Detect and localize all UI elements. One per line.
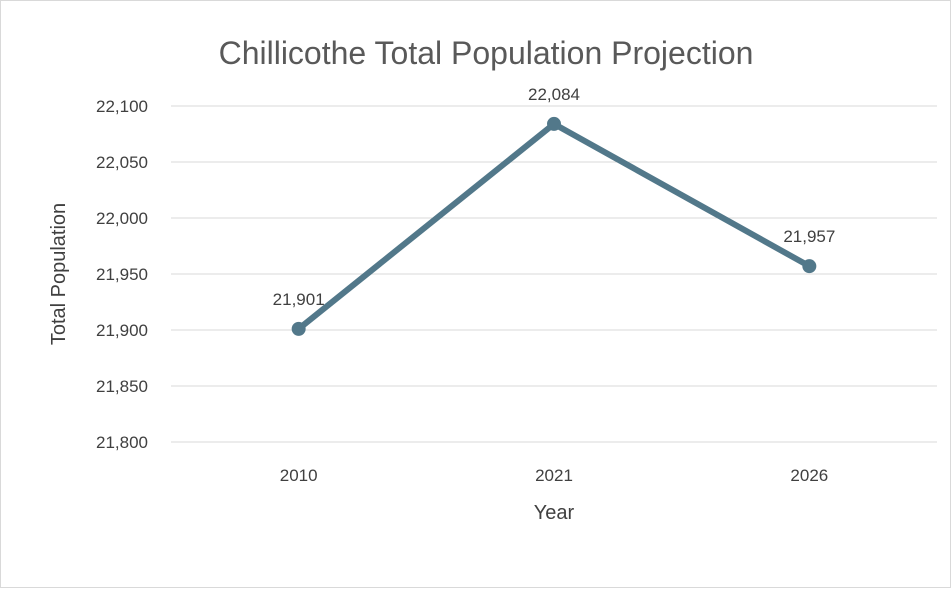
y-gridlines: [171, 105, 937, 443]
series-group: 21,901 22,084 21,957: [273, 85, 835, 336]
x-tick-label: 2021: [535, 466, 573, 485]
x-tick-label: 2026: [790, 466, 828, 485]
x-tick-label: 2010: [280, 466, 318, 485]
x-tick-labels: 2010 2021 2026: [280, 466, 828, 485]
data-label: 22,084: [528, 85, 580, 104]
data-point: [291, 321, 306, 336]
y-tick-labels: 21,800 21,850 21,900 21,950 22,000 22,050 22,1…: [96, 97, 148, 452]
chart-title: Chillicothe Total Population Projection: [219, 35, 754, 71]
data-point: [547, 116, 561, 131]
data-label: 21,957: [783, 227, 835, 246]
y-tick-label: 21,900: [96, 321, 148, 340]
x-axis-title: Year: [534, 502, 575, 524]
y-tick-label: 22,050: [96, 153, 148, 172]
series-line: [295, 120, 813, 332]
y-tick-label: 22,000: [96, 209, 148, 228]
data-point: [802, 259, 817, 274]
y-tick-label: 21,800: [96, 433, 148, 452]
y-tick-label: 21,950: [96, 265, 148, 284]
y-tick-label: 21,850: [96, 377, 148, 396]
data-label: 21,901: [273, 290, 325, 309]
y-axis-title: Total Population: [48, 203, 70, 345]
y-tick-label: 22,100: [96, 97, 148, 116]
